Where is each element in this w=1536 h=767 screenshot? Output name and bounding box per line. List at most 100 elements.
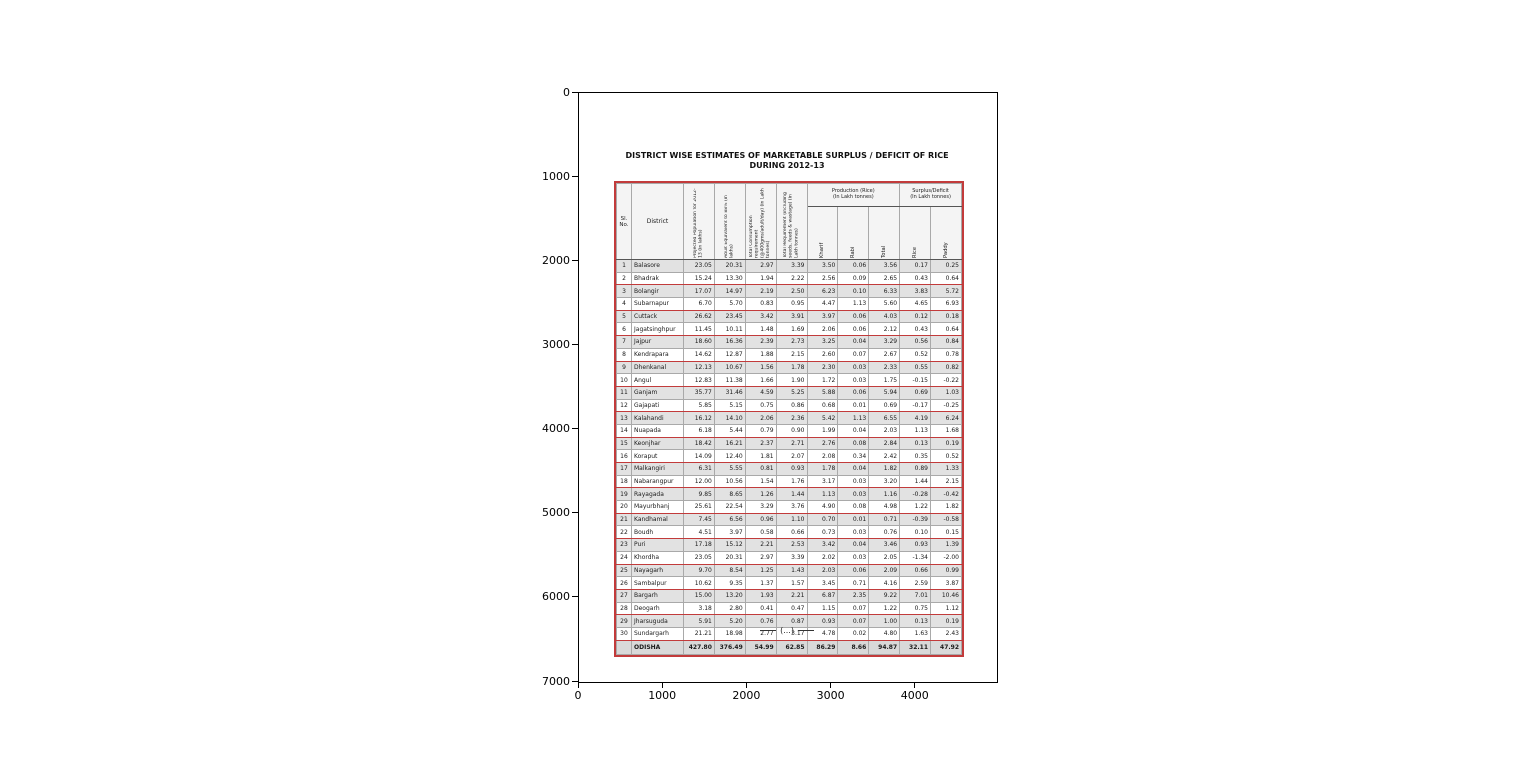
district-cell: Bargarh: [631, 588, 684, 603]
value-cell: 2.60: [806, 347, 839, 362]
district-cell: Nayagarh: [631, 563, 684, 578]
sl-no-cell: 1: [616, 259, 632, 273]
value-cell: 1.13: [806, 487, 839, 502]
value-cell: 0.03: [837, 360, 870, 375]
district-cell: Puri: [631, 538, 684, 552]
value-cell: 0.19: [930, 614, 962, 628]
value-cell: 2.06: [806, 322, 839, 337]
value-cell: 0.06: [837, 322, 870, 337]
table-row: 15 Keonjhar 18.42 16.21 2.37 2.71 2.76 0.08 2.84…: [616, 436, 962, 451]
sl-no-cell: 26: [616, 576, 632, 590]
value-cell: 6.87: [806, 588, 839, 603]
y-tick-label: 1000: [542, 169, 570, 183]
value-cell: 3.76: [775, 500, 808, 514]
value-cell: 54.99: [744, 639, 777, 655]
value-cell: 32.11: [899, 639, 931, 655]
value-cell: 0.07: [837, 347, 870, 362]
header-district: District: [631, 183, 684, 260]
value-cell: 0.75: [899, 601, 931, 616]
header-kharif: Kharif: [806, 206, 839, 260]
value-cell: 0.99: [930, 563, 962, 578]
value-cell: 16.21: [713, 436, 746, 451]
value-cell: 15.00: [683, 588, 715, 603]
value-cell: 1.10: [775, 512, 808, 527]
district-cell: Dhenkanal: [631, 360, 684, 375]
value-cell: 0.19: [930, 436, 962, 451]
value-cell: 2.84: [868, 436, 901, 451]
value-cell: 2.43: [930, 626, 962, 641]
x-tick-label: 2000: [732, 689, 761, 702]
value-cell: 1.39: [930, 538, 962, 552]
value-cell: 0.13: [899, 614, 931, 628]
value-cell: 5.15: [713, 398, 746, 413]
value-cell: 0.93: [775, 462, 808, 476]
value-cell: 3.17: [806, 474, 839, 489]
y-tick-mark: [572, 259, 578, 261]
sl-no-cell: 12: [616, 398, 632, 413]
value-cell: 10.46: [930, 588, 962, 603]
value-cell: 0.84: [930, 335, 962, 349]
sl-no-cell: 30: [616, 626, 632, 641]
district-cell: Mayurbhanj: [631, 500, 684, 514]
value-cell: 21.21: [683, 626, 715, 641]
value-cell: 2.53: [775, 538, 808, 552]
value-cell: 2.97: [744, 259, 777, 273]
value-cell: 2.59: [899, 576, 931, 590]
value-cell: 5.60: [868, 297, 901, 311]
value-cell: 2.33: [868, 360, 901, 375]
value-cell: 2.03: [806, 563, 839, 578]
table-row: 18 Nabarangpur 12.00 10.56 1.54 1.76 3.17 0.03 3…: [616, 474, 962, 489]
x-tick-label: 4000: [900, 689, 929, 702]
value-cell: 16.12: [683, 411, 715, 425]
value-cell: 2.21: [744, 538, 777, 552]
value-cell: 2.15: [775, 347, 808, 362]
document-title-line1: DISTRICT WISE ESTIMATES OF MARKETABLE SU…: [625, 151, 949, 160]
value-cell: 8.65: [713, 487, 746, 502]
y-tick-mark: [572, 596, 578, 598]
value-cell: 0.08: [837, 436, 870, 451]
sl-no-cell: 22: [616, 525, 632, 540]
value-cell: 12.87: [713, 347, 746, 362]
district-cell: Sambalpur: [631, 576, 684, 590]
value-cell: 5.70: [713, 297, 746, 311]
value-cell: 0.79: [744, 423, 777, 438]
value-cell: 2.71: [775, 436, 808, 451]
y-tick-mark: [572, 343, 578, 345]
table-row: 21 Kandhamal 7.45 6.56 0.96 1.10 0.70 0.01 0.71-…: [616, 512, 962, 527]
value-cell: 0.25: [930, 259, 962, 273]
value-cell: 0.76: [868, 525, 901, 540]
value-cell: 0.06: [837, 385, 870, 400]
value-cell: 1.13: [899, 423, 931, 438]
value-cell: 2.06: [744, 411, 777, 425]
value-cell: 2.21: [775, 588, 808, 603]
value-cell: 1.99: [806, 423, 839, 438]
value-cell: 5.85: [683, 398, 715, 413]
table-row: 2 Bhadrak 15.24 13.30 1.94 2.22 2.56 0.09 2.65 0.…: [616, 271, 962, 286]
value-cell: 12.40: [713, 449, 746, 463]
table-row: 27 Bargarh 15.00 13.20 1.93 2.21 6.87 2.35 9.22 7…: [616, 588, 962, 603]
value-cell: 2.15: [930, 474, 962, 489]
value-cell: 0.75: [744, 398, 777, 413]
value-cell: 1.48: [744, 322, 777, 337]
value-cell: 2.65: [868, 271, 901, 286]
value-cell: 0.12: [899, 309, 931, 324]
table-header: Sl. No. District Projected Population fo…: [616, 183, 962, 260]
value-cell: 1.88: [744, 347, 777, 362]
value-cell: 14.09: [683, 449, 715, 463]
value-cell: 1.93: [744, 588, 777, 603]
value-cell: 376.49: [713, 639, 746, 655]
value-cell: 2.05: [868, 550, 901, 565]
district-cell: Subarnapur: [631, 297, 684, 311]
value-cell: 0.96: [744, 512, 777, 527]
value-cell: -0.58: [930, 512, 962, 527]
district-cell: Nuapada: [631, 423, 684, 438]
table-row: 26 Sambalpur 10.62 9.35 1.37 1.57 3.45 0.71 4.16…: [616, 576, 962, 590]
value-cell: 3.20: [868, 474, 901, 489]
value-cell: -0.42: [930, 487, 962, 502]
table-row: 4 Subarnapur 6.70 5.70 0.83 0.95 4.47 1.13 5.60 4…: [616, 297, 962, 311]
value-cell: 15.24: [683, 271, 715, 286]
value-cell: 15.12: [713, 538, 746, 552]
value-cell: 2.02: [806, 550, 839, 565]
sl-no-cell: 8: [616, 347, 632, 362]
